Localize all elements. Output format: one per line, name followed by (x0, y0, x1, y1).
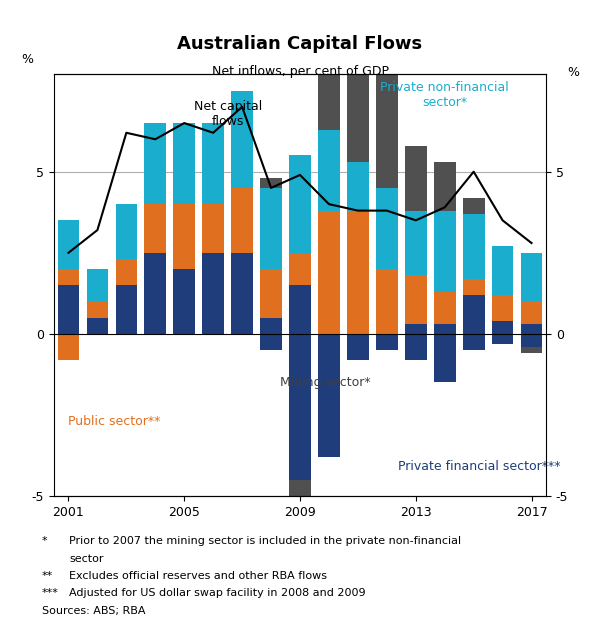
Bar (260, 178, 282, 188)
Bar (463, 295, 485, 334)
Bar (318, 211, 340, 334)
Bar (86, 317, 108, 334)
Bar (376, 269, 398, 334)
Bar (434, 291, 455, 324)
Bar (463, 334, 485, 350)
Bar (405, 324, 427, 334)
Bar (86, 301, 108, 317)
Bar (347, 162, 369, 211)
Bar (231, 91, 253, 188)
Bar (86, 269, 108, 301)
Bar (115, 259, 137, 285)
Bar (492, 321, 514, 334)
Bar (145, 204, 166, 253)
Text: Adjusted for US dollar swap facility in 2008 and 2009: Adjusted for US dollar swap facility in … (69, 588, 365, 598)
Bar (318, 16, 340, 130)
Bar (376, 188, 398, 269)
Text: Prior to 2007 the mining sector is included in the private non-financial: Prior to 2007 the mining sector is inclu… (69, 536, 461, 546)
Bar (260, 269, 282, 317)
Title: Australian Capital Flows: Australian Capital Flows (178, 35, 422, 53)
Bar (405, 146, 427, 211)
Bar (521, 347, 542, 353)
Bar (289, 285, 311, 334)
Text: *: * (42, 536, 47, 546)
Y-axis label: %: % (567, 66, 579, 79)
Bar (202, 123, 224, 204)
Bar (58, 334, 79, 360)
Bar (521, 334, 542, 347)
Bar (405, 334, 427, 360)
Bar (173, 204, 195, 269)
Text: sector: sector (69, 554, 104, 564)
Bar (463, 279, 485, 295)
Bar (434, 162, 455, 211)
Bar (289, 156, 311, 253)
Bar (434, 211, 455, 291)
Bar (463, 214, 485, 279)
Bar (289, 334, 311, 480)
Text: Private financial sector***: Private financial sector*** (398, 460, 561, 473)
Bar (115, 285, 137, 334)
Bar (318, 334, 340, 457)
Bar (405, 211, 427, 275)
Bar (318, 130, 340, 211)
Bar (115, 204, 137, 259)
Bar (289, 480, 311, 496)
Bar (260, 334, 282, 350)
Bar (492, 295, 514, 321)
Text: Net capital
flows: Net capital flows (194, 100, 262, 128)
Bar (463, 198, 485, 214)
Bar (58, 220, 79, 269)
Bar (260, 188, 282, 269)
Text: Sources: ABS; RBA: Sources: ABS; RBA (42, 606, 146, 616)
Bar (521, 324, 542, 334)
Bar (521, 253, 542, 301)
Bar (260, 317, 282, 334)
Text: **: ** (42, 571, 53, 581)
Bar (231, 188, 253, 253)
Bar (434, 324, 455, 334)
Text: Excludes official reserves and other RBA flows: Excludes official reserves and other RBA… (69, 571, 327, 581)
Bar (376, 74, 398, 188)
Text: Private non-financial
sector*: Private non-financial sector* (380, 81, 509, 109)
Text: Net inflows, per cent of GDP: Net inflows, per cent of GDP (212, 65, 389, 78)
Text: Mining sector*: Mining sector* (280, 376, 370, 389)
Bar (376, 334, 398, 350)
Bar (58, 269, 79, 285)
Text: Public sector**: Public sector** (68, 415, 161, 428)
Bar (202, 253, 224, 334)
Y-axis label: %: % (21, 53, 33, 66)
Text: ***: *** (42, 588, 59, 598)
Bar (58, 285, 79, 334)
Bar (347, 334, 369, 360)
Bar (492, 246, 514, 295)
Bar (145, 123, 166, 204)
Bar (405, 275, 427, 324)
Bar (231, 253, 253, 334)
Bar (202, 204, 224, 253)
Bar (289, 253, 311, 285)
Bar (347, 48, 369, 162)
Bar (173, 269, 195, 334)
Bar (492, 334, 514, 343)
Bar (521, 301, 542, 324)
Bar (434, 334, 455, 383)
Bar (145, 253, 166, 334)
Bar (347, 211, 369, 334)
Bar (173, 123, 195, 204)
